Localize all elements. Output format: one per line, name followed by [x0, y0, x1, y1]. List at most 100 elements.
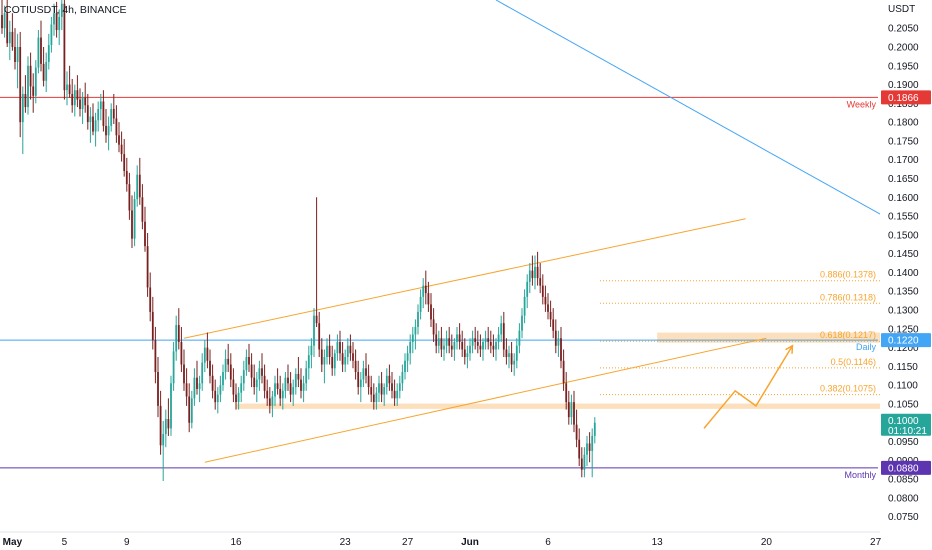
price-tick: 0.1150	[888, 362, 918, 373]
price-tick: 0.1550	[888, 212, 919, 223]
candle-body	[219, 385, 222, 395]
candle-body	[266, 390, 269, 399]
candle-body	[1, 15, 3, 29]
candle-body	[474, 338, 477, 342]
candle-body	[396, 390, 399, 399]
candle-body	[170, 383, 172, 429]
fib-label-4: 0.382(0.1075)	[820, 384, 876, 394]
price-tick: 0.2050	[888, 24, 919, 35]
candle-body	[411, 334, 414, 342]
candle-body	[253, 377, 256, 388]
price-tick: 0.1700	[888, 155, 919, 166]
candle-body	[518, 330, 521, 346]
candle-body	[497, 334, 500, 342]
candle-body	[177, 325, 180, 342]
candle-body	[536, 266, 539, 279]
candle-body	[341, 353, 344, 365]
candle-body	[354, 360, 357, 373]
candle-body	[14, 46, 16, 63]
candle-body	[84, 97, 87, 106]
price-tick: 0.1950	[888, 61, 919, 72]
candle-body	[11, 31, 14, 47]
candle-body	[66, 84, 68, 91]
candle-body	[32, 86, 35, 96]
price-tick: 0.1850	[888, 99, 919, 110]
candle-body	[593, 422, 596, 436]
candle-body	[432, 319, 435, 335]
candle-body	[544, 296, 547, 305]
candle-body	[367, 375, 370, 388]
candle-body	[16, 46, 19, 63]
price-badge-text: 0.0880	[888, 463, 919, 474]
candle-body	[349, 345, 352, 354]
candle-body	[29, 65, 32, 87]
candle-body	[151, 311, 154, 341]
candle-body	[258, 368, 261, 380]
candle-body	[339, 341, 341, 354]
time-tick: 13	[652, 537, 664, 548]
candle-body	[94, 120, 97, 132]
candle-body	[453, 341, 456, 350]
candle-body	[424, 285, 427, 294]
level-name-daily: Daily	[856, 342, 877, 352]
symbol-title: COTIUSDT, 4h, BINANCE	[4, 4, 127, 16]
candle-body	[523, 296, 526, 316]
candle-body	[539, 278, 542, 286]
candle-body	[47, 45, 50, 63]
candle-body	[570, 402, 573, 418]
price-tick: 0.1900	[888, 80, 919, 91]
candle-body	[24, 93, 27, 108]
candle-body	[515, 345, 518, 361]
candle-body	[310, 345, 313, 356]
candle-body	[583, 454, 586, 470]
candle-body	[250, 364, 253, 378]
time-tick: May	[3, 537, 23, 548]
candle-body	[128, 184, 131, 211]
candle-body	[159, 405, 162, 446]
candle-body	[521, 315, 523, 331]
candle-body	[292, 387, 295, 395]
candle-body	[302, 383, 305, 391]
candle-body	[279, 388, 282, 399]
candle-body	[105, 125, 107, 136]
candle-body	[552, 319, 555, 331]
candle-body	[463, 349, 466, 358]
candle-body	[531, 270, 534, 279]
candle-body	[123, 154, 126, 171]
candle-body	[505, 349, 508, 358]
candle-body	[427, 293, 430, 305]
candle-body	[34, 67, 37, 96]
candle-body	[222, 372, 224, 386]
candle-body	[274, 383, 276, 397]
candle-body	[510, 353, 513, 365]
candle-body	[315, 315, 318, 324]
candle-body	[79, 99, 81, 109]
candle-body	[203, 347, 206, 363]
price-tick: 0.1250	[888, 324, 919, 335]
candle-body	[479, 345, 482, 350]
candle-body	[37, 37, 40, 68]
candle-body	[73, 90, 76, 106]
candle-body	[586, 443, 588, 455]
candle-body	[318, 323, 321, 350]
candle-body	[573, 402, 575, 425]
candle-body	[76, 90, 79, 100]
candle-body	[50, 24, 53, 46]
candle-body	[45, 62, 48, 81]
candle-body	[242, 370, 245, 384]
candle-body	[528, 270, 531, 282]
candle-body	[240, 383, 243, 393]
candle-body	[370, 387, 373, 395]
candle-body	[365, 368, 367, 376]
candle-body	[547, 304, 549, 312]
candle-body	[27, 65, 29, 108]
candle-body	[97, 108, 100, 121]
fib-label-0: 0.886(0.1378)	[820, 270, 876, 280]
candle-body	[227, 358, 230, 365]
candle-body	[320, 349, 323, 365]
candle-body	[92, 116, 94, 132]
candle-body	[448, 338, 451, 346]
candle-body	[3, 13, 6, 29]
descending-trendline	[495, 0, 913, 233]
